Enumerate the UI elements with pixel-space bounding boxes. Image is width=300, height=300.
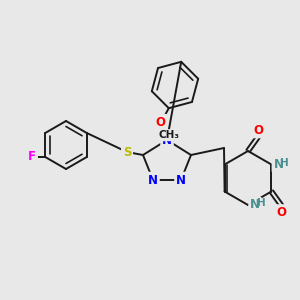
Text: N: N xyxy=(176,173,186,187)
Text: N: N xyxy=(162,134,172,146)
Text: H: H xyxy=(256,198,266,208)
Text: O: O xyxy=(276,206,286,219)
Text: H: H xyxy=(280,158,289,167)
Text: N: N xyxy=(148,173,158,187)
Text: N: N xyxy=(250,199,260,212)
Text: CH₃: CH₃ xyxy=(158,130,179,140)
Text: O: O xyxy=(253,124,263,136)
Text: N: N xyxy=(273,158,284,171)
Text: S: S xyxy=(123,146,131,158)
Text: O: O xyxy=(156,116,166,129)
Text: F: F xyxy=(28,151,36,164)
